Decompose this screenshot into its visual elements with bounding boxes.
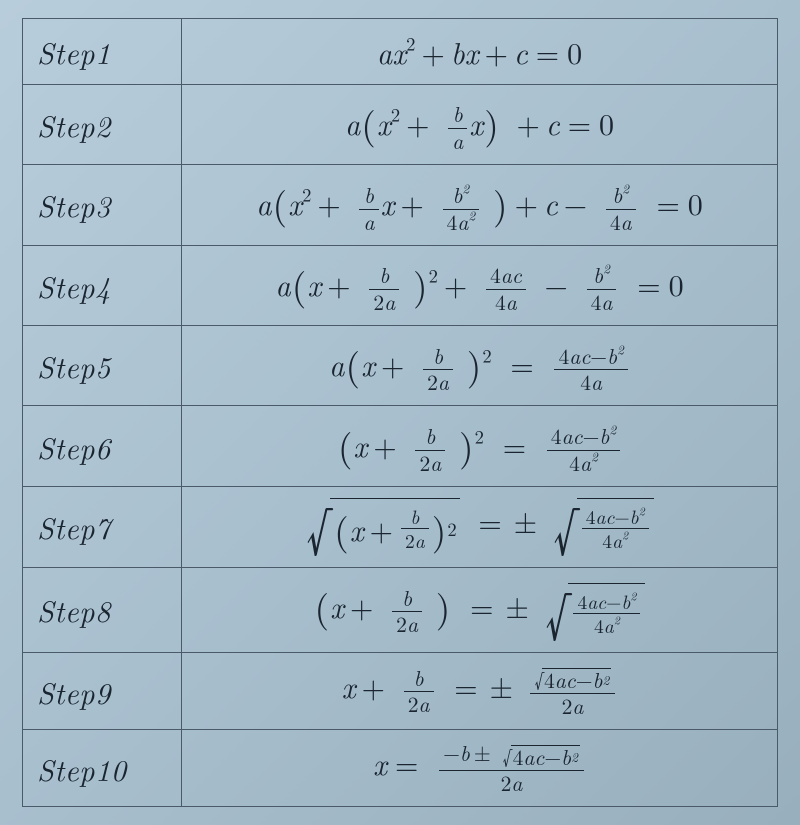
step-equation: x+ b2a =± √4ac−b2 2a <box>182 653 778 730</box>
table-row: Step4 a(x+ b2a )2+ 4ac4a − b24a =0 <box>23 245 778 325</box>
quadratic-derivation-table: Step1 ax2+bx+c=0 Step2 a(x2+ bax) +c=0 S… <box>22 18 778 807</box>
step-equation: ax2+bx+c=0 <box>182 19 778 85</box>
step-label: Step4 <box>23 245 182 325</box>
table-row: Step1 ax2+bx+c=0 <box>23 19 778 85</box>
table-row: Step9 x+ b2a =± √4ac−b2 2a <box>23 653 778 730</box>
table-row: Step7 √ (x+ b2a )2 =± √ 4ac−b24a2 <box>23 486 778 567</box>
table-row: Step5 a(x+ b2a )2 = 4ac−b24a <box>23 325 778 405</box>
step-label: Step6 <box>23 406 182 486</box>
step-label: Step2 <box>23 84 182 164</box>
step-equation: a(x2+ bax) +c=0 <box>182 84 778 164</box>
step-equation: (x+ b2a )2 = 4ac−b24a2 <box>182 406 778 486</box>
table-row: Step3 a(x2+ bax+ b24a2 )+c− b24a =0 <box>23 165 778 245</box>
step-equation: (x+ b2a ) =± √ 4ac−b24a2 <box>182 567 778 652</box>
step-label: Step8 <box>23 567 182 652</box>
table-row: Step2 a(x2+ bax) +c=0 <box>23 84 778 164</box>
step-equation: a(x+ b2a )2+ 4ac4a − b24a =0 <box>182 245 778 325</box>
step-label: Step3 <box>23 165 182 245</box>
step-equation: x= −b± √4ac−b2 2a <box>182 730 778 807</box>
table-row: Step10 x= −b± √4ac−b2 2a <box>23 730 778 807</box>
step-equation: a(x+ b2a )2 = 4ac−b24a <box>182 325 778 405</box>
step-label: Step1 <box>23 19 182 85</box>
step-label: Step9 <box>23 653 182 730</box>
step-label: Step7 <box>23 486 182 567</box>
step-equation: √ (x+ b2a )2 =± √ 4ac−b24a2 <box>182 486 778 567</box>
table-row: Step8 (x+ b2a ) =± √ 4ac−b24a2 <box>23 567 778 652</box>
step-equation: a(x2+ bax+ b24a2 )+c− b24a =0 <box>182 165 778 245</box>
step-label: Step5 <box>23 325 182 405</box>
table-row: Step6 (x+ b2a )2 = 4ac−b24a2 <box>23 406 778 486</box>
step-label: Step10 <box>23 730 182 807</box>
